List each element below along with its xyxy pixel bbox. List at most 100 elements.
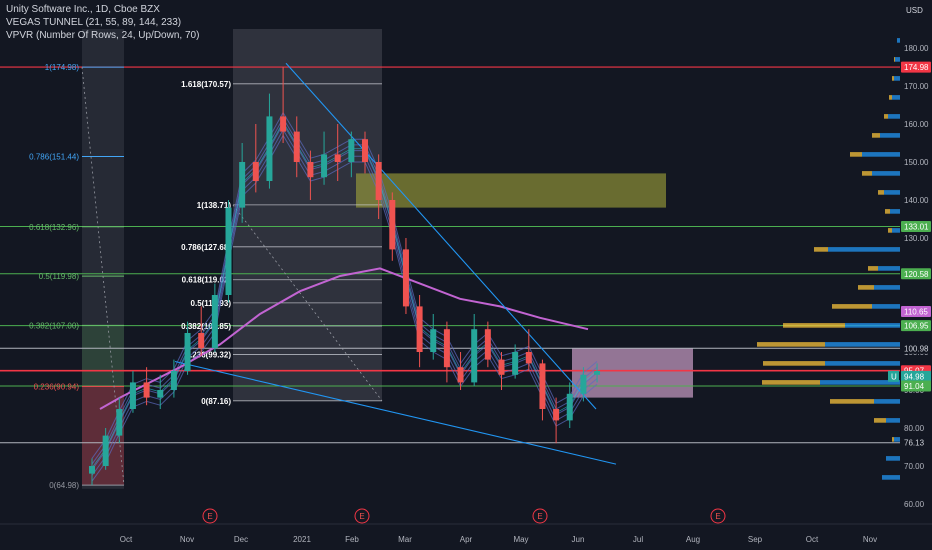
price-tick-label: 150.00 xyxy=(904,158,929,167)
time-tick-label: 2021 xyxy=(293,535,311,544)
vpvr-up-bar xyxy=(868,266,878,271)
vpvr-down-bar xyxy=(897,38,900,43)
fib-left-label: 0.5(119.98) xyxy=(39,272,80,281)
vpvr-up-bar xyxy=(757,342,825,347)
price-label-bg xyxy=(901,221,931,233)
time-tick-label: Nov xyxy=(180,535,194,544)
vpvr-up-bar xyxy=(894,57,895,62)
vpvr-up-bar xyxy=(814,247,828,252)
price-label-bg xyxy=(901,306,931,318)
fib-left-label: 0.236(90.94) xyxy=(34,382,80,391)
candle-body xyxy=(129,382,136,409)
price-tick-label: 60.00 xyxy=(904,500,925,509)
fib-right-label: 0.236(99.32) xyxy=(186,351,232,360)
price-label: 174.98 xyxy=(904,63,929,72)
fib-right-label: 0.382(106.85) xyxy=(181,322,231,331)
fib-left-label: 0.618(132.96) xyxy=(29,223,79,232)
vpvr-down-bar xyxy=(828,247,900,252)
vpvr-up-bar xyxy=(783,323,845,328)
candle-body xyxy=(402,249,409,307)
price-label: 94.98 xyxy=(904,372,925,381)
time-tick-label: Dec xyxy=(234,535,248,544)
candle-body xyxy=(198,333,205,349)
candle-body xyxy=(266,116,273,181)
symbol-badge: U xyxy=(891,372,897,381)
candle-body xyxy=(525,352,532,364)
vpvr-up-bar xyxy=(885,209,890,214)
vpvr-down-bar xyxy=(825,342,900,347)
price-label: 76.13 xyxy=(904,439,925,448)
price-label-bg xyxy=(901,268,931,280)
fib-range-right xyxy=(233,29,382,401)
time-tick-label: Mar xyxy=(398,535,412,544)
candle-body xyxy=(471,329,478,383)
price-label-bg xyxy=(901,437,931,449)
vpvr-up-bar xyxy=(858,285,874,290)
candle-body xyxy=(416,306,423,352)
candle-body xyxy=(143,382,150,398)
candle-body xyxy=(594,371,601,375)
price-tick-label: 180.00 xyxy=(904,44,929,53)
vpvr-up-bar xyxy=(862,171,872,176)
moving-average-line xyxy=(99,267,589,410)
vpvr-legend[interactable]: VPVR (Number Of Rows, 24, Up/Down, 70) xyxy=(6,30,200,41)
earnings-marker-circle xyxy=(710,508,726,524)
vpvr-up-bar xyxy=(762,380,820,385)
vpvr-up-bar xyxy=(830,399,874,404)
price-label: 106.95 xyxy=(904,322,929,331)
fib-left-label: 0.382(107.00) xyxy=(29,321,79,330)
price-tick-label: 70.00 xyxy=(904,462,925,471)
vpvr-down-bar xyxy=(845,323,900,328)
vpvr-up-bar xyxy=(872,133,880,138)
chart-header-indicator1[interactable]: VEGAS TUNNEL (21, 55, 89, 144, 233) xyxy=(6,17,181,28)
candle-body xyxy=(321,154,328,178)
trendline-down xyxy=(285,62,597,410)
vpvr-down-bar xyxy=(825,361,900,366)
candle-body xyxy=(580,374,587,394)
candle-body xyxy=(430,329,437,352)
vpvr-up-bar xyxy=(888,228,892,233)
supply-zone xyxy=(356,173,666,208)
vpvr-up-bar xyxy=(892,76,894,81)
vpvr-down-bar xyxy=(890,209,900,214)
candle-body xyxy=(566,393,573,421)
fib-left-label: 1(174.98) xyxy=(45,63,80,72)
vegas-tunnel-legend[interactable]: VEGAS TUNNEL (21, 55, 89, 144, 233) xyxy=(6,17,182,28)
price-label: 110.65 xyxy=(904,308,928,317)
vpvr-down-bar xyxy=(820,380,900,385)
vpvr-down-bar xyxy=(888,114,900,119)
candle-body xyxy=(362,139,368,162)
earnings-marker: E xyxy=(359,512,364,521)
trendline-lower xyxy=(174,360,617,465)
price-label: 91.04 xyxy=(904,382,925,391)
fib-right-label: 1(138.71) xyxy=(197,201,232,210)
time-tick-label: Nov xyxy=(863,535,877,544)
time-tick-label: Jun xyxy=(572,535,585,544)
fib-left-label: 0(64.98) xyxy=(49,481,79,490)
vpvr-down-bar xyxy=(886,418,900,423)
candle-body xyxy=(375,162,382,200)
vpvr-down-bar xyxy=(880,133,900,138)
earnings-marker-circle xyxy=(354,508,370,524)
time-tick-label: Oct xyxy=(120,535,133,544)
fib-right-label: 1.618(170.57) xyxy=(181,80,231,89)
vpvr-down-bar xyxy=(872,171,900,176)
vpvr-up-bar xyxy=(850,152,862,157)
vpvr-down-bar xyxy=(862,152,900,157)
earnings-marker-circle xyxy=(532,508,548,524)
fib-zone-green xyxy=(82,325,124,387)
earnings-marker: E xyxy=(207,512,212,521)
fib-left-label: 0.786(151.44) xyxy=(29,153,79,162)
fib-right-label: 0.5(112.93) xyxy=(191,299,232,308)
vpvr-up-bar xyxy=(884,114,888,119)
time-tick-label: Apr xyxy=(460,535,473,544)
chart-header-indicator2[interactable]: VPVR (Number Of Rows, 24, Up/Down, 70) xyxy=(6,30,199,41)
candle-body xyxy=(512,352,519,375)
price-tick-label: 160.00 xyxy=(904,120,929,129)
vpvr-histogram xyxy=(757,38,900,480)
price-tick-label: 130.00 xyxy=(904,234,929,243)
time-tick-label: Jul xyxy=(633,535,643,544)
vpvr-down-bar xyxy=(892,95,900,100)
candle-body xyxy=(539,363,546,409)
